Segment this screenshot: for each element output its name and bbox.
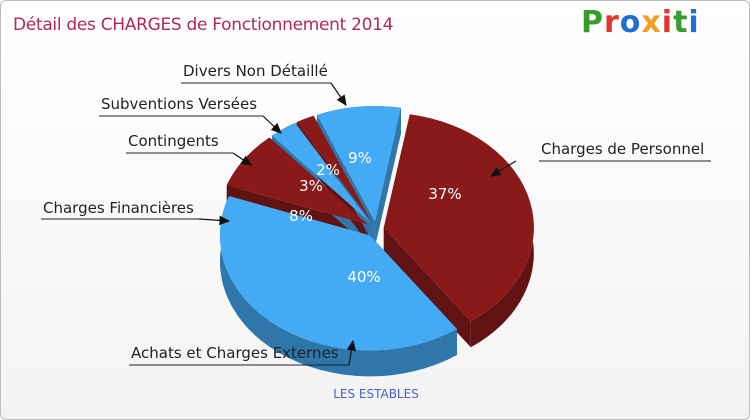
slice-category-label: Contingents bbox=[128, 132, 219, 150]
proxiti-logo: Proxiti bbox=[581, 5, 700, 40]
logo-letter: t bbox=[673, 5, 689, 40]
label-arrow bbox=[232, 152, 252, 166]
slice-value-label: 9% bbox=[348, 149, 372, 167]
slice-contingents bbox=[271, 122, 371, 223]
slice-wall bbox=[374, 107, 401, 248]
logo-letter: o bbox=[619, 5, 642, 40]
slice-value-label: 2% bbox=[316, 161, 340, 179]
slice-subventions-versees bbox=[296, 115, 372, 222]
pie-tops bbox=[219, 106, 534, 351]
slice-category-label: Subventions Versées bbox=[101, 95, 257, 113]
logo-letter: r bbox=[604, 5, 620, 40]
slice-charges-financieres bbox=[226, 137, 368, 225]
slice-side bbox=[219, 196, 457, 377]
slice-value-label: 37% bbox=[428, 185, 461, 203]
slice-value-label: 3% bbox=[299, 177, 323, 195]
slice-charges-de-personnel bbox=[383, 114, 534, 322]
slice-category-label: Charges de Personnel bbox=[541, 140, 704, 158]
logo-letter: i bbox=[688, 5, 700, 40]
slice-achats-et-charges-externes bbox=[219, 196, 457, 351]
logo-letter: i bbox=[661, 5, 674, 40]
chart-title: Détail des CHARGES de Fonctionnement 201… bbox=[13, 15, 394, 35]
logo-letter: P bbox=[581, 5, 604, 40]
slice-wall bbox=[383, 227, 471, 348]
slice-value-label: 8% bbox=[289, 207, 313, 225]
commune-label: LES ESTABLES bbox=[333, 387, 419, 401]
label-arrow bbox=[198, 215, 231, 226]
slice-category-label: Charges Financières bbox=[43, 199, 194, 217]
label-arrow bbox=[330, 82, 347, 106]
slice-value-label: 40% bbox=[347, 268, 380, 286]
slice-category-label: Achats et Charges Externes bbox=[131, 344, 339, 362]
slice-category-label: Divers Non Détaillé bbox=[183, 62, 328, 80]
label-arrow bbox=[262, 115, 282, 134]
label-arrow bbox=[489, 160, 517, 177]
slice-divers-non-detaille bbox=[316, 106, 401, 222]
logo-letter: x bbox=[641, 5, 662, 40]
label-arrow bbox=[346, 339, 357, 366]
